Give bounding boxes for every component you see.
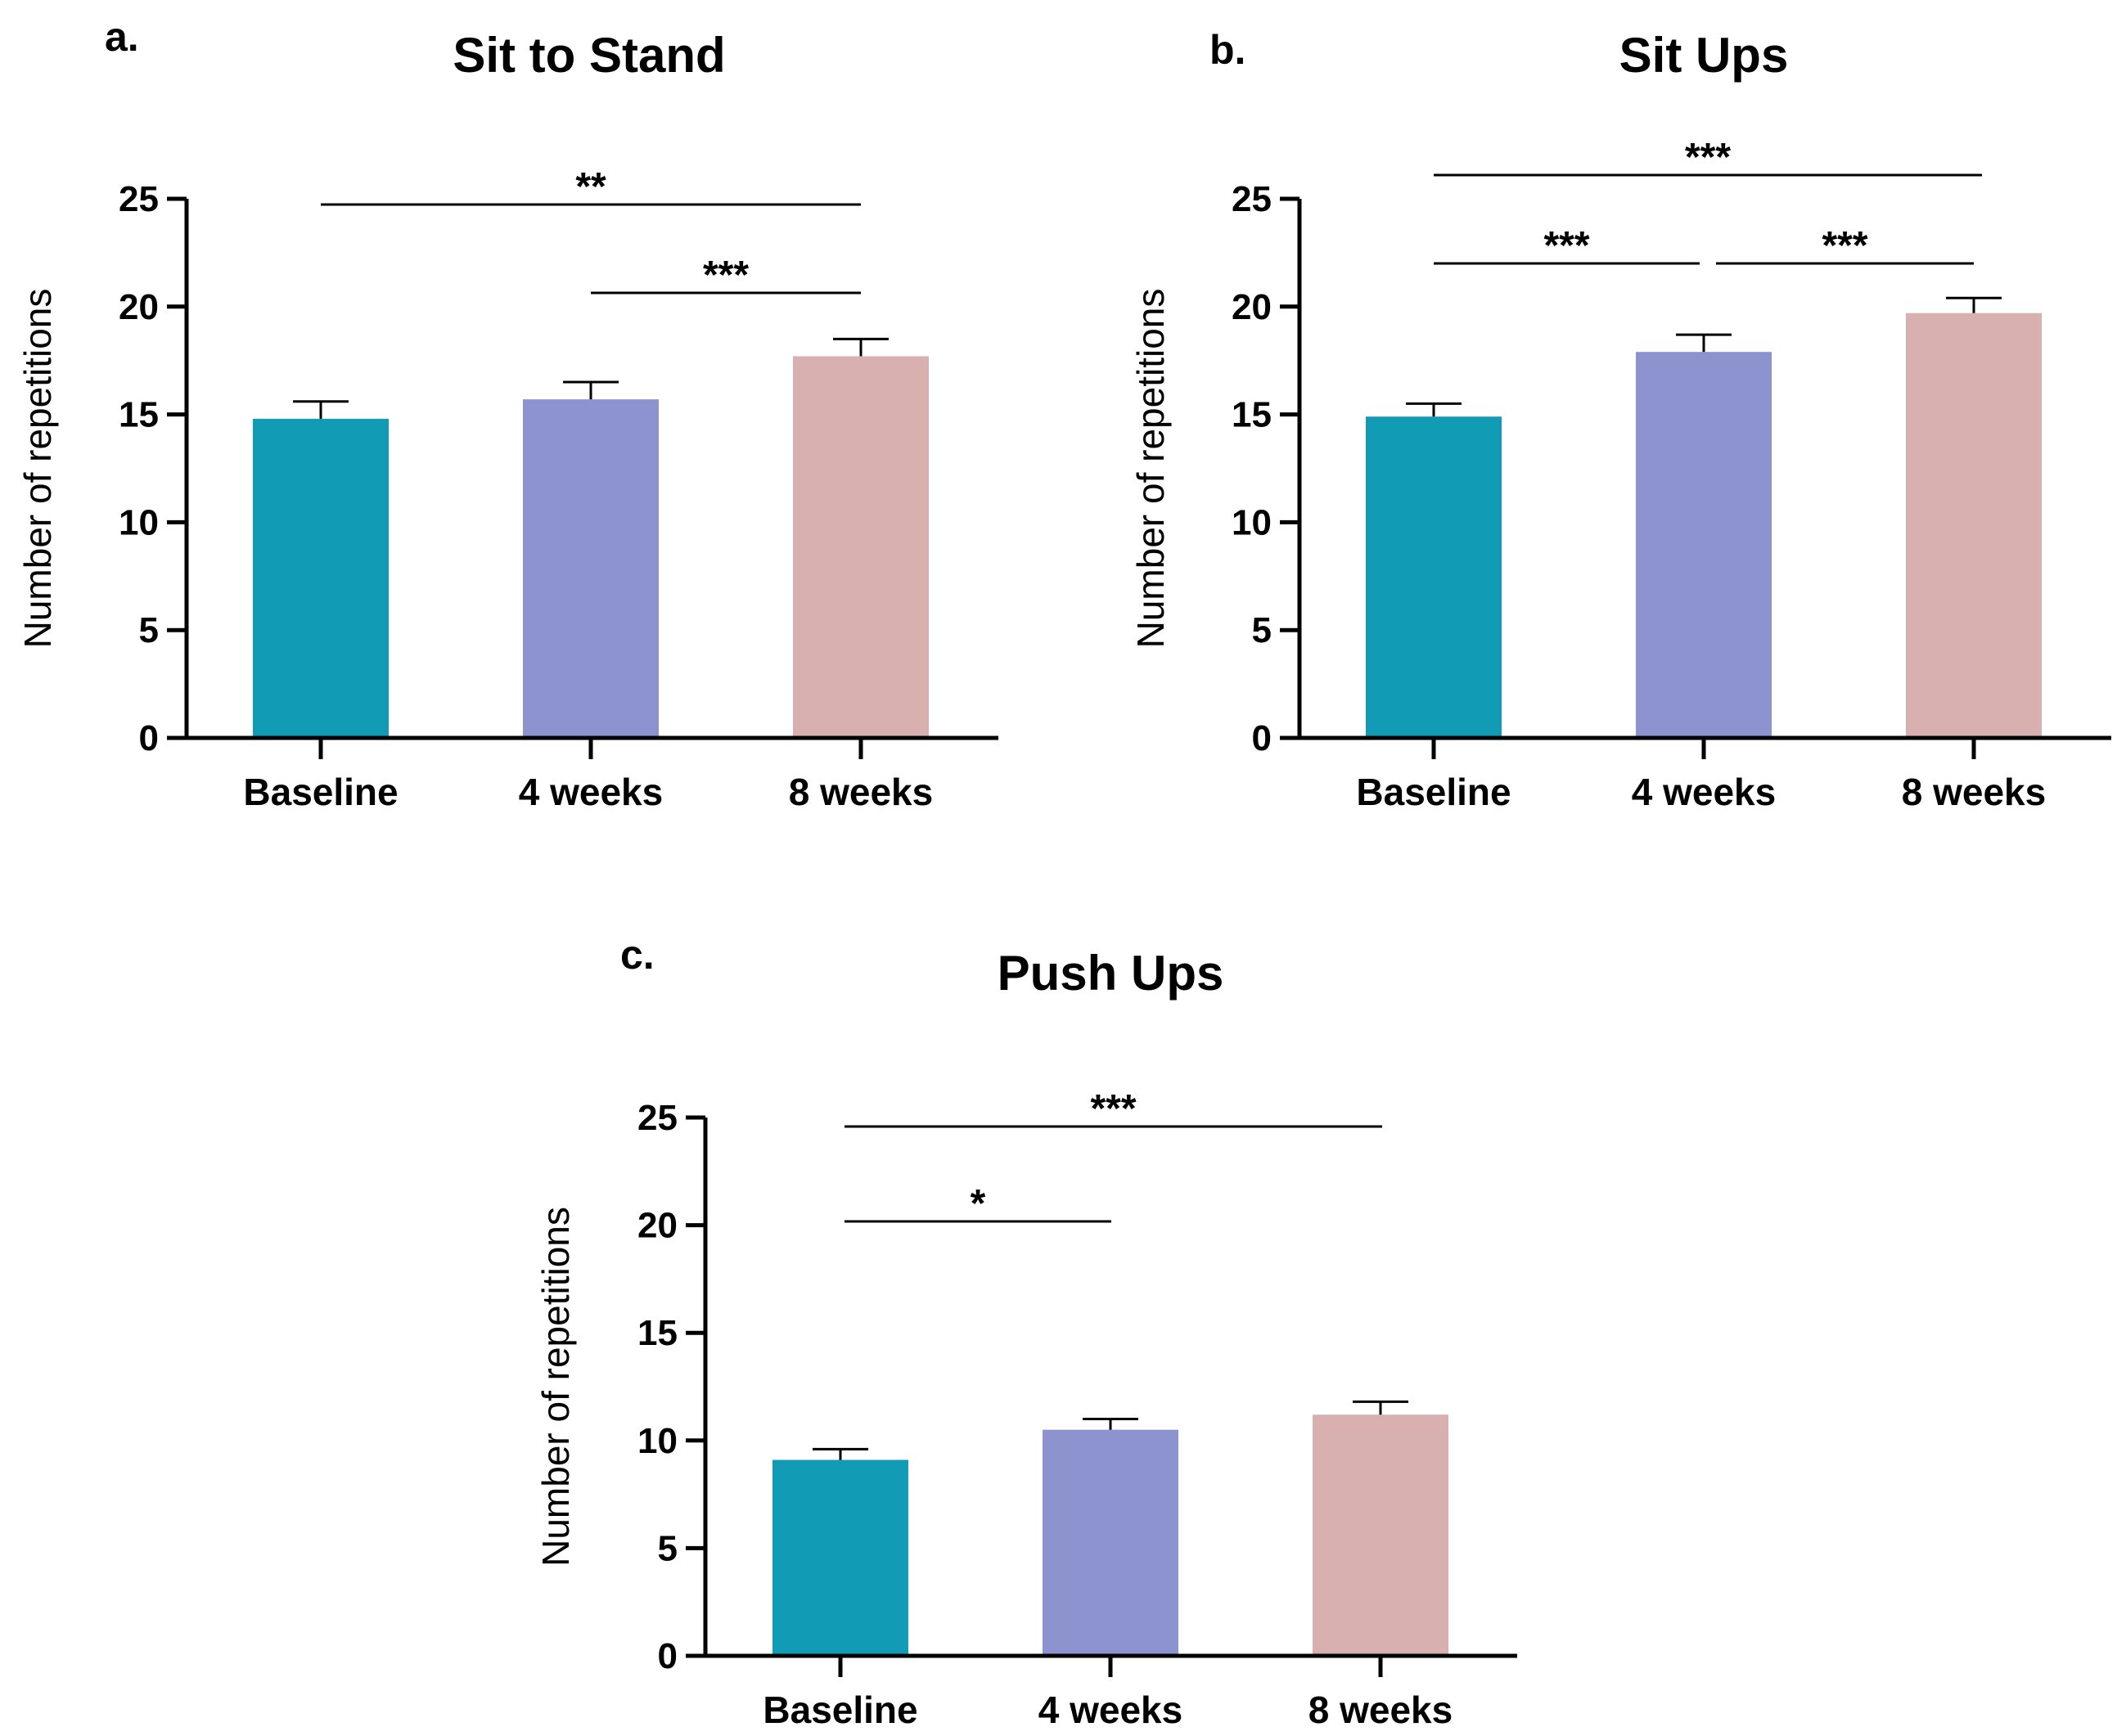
y-tick-label: 25 — [119, 179, 159, 219]
x-tick-label: Baseline — [1356, 771, 1511, 813]
panel-label: b. — [1209, 27, 1245, 73]
significance-label: *** — [1685, 136, 1731, 179]
y-tick-label: 15 — [119, 395, 159, 435]
bar — [1906, 313, 2042, 738]
x-tick-label: 8 weeks — [1308, 1689, 1453, 1731]
y-tick-label: 20 — [1232, 287, 1272, 327]
y-tick-label: 20 — [119, 287, 159, 327]
y-tick-label: 20 — [637, 1206, 678, 1246]
y-tick-label: 0 — [139, 718, 159, 758]
bar — [1366, 416, 1502, 738]
y-tick-label: 25 — [637, 1098, 678, 1138]
y-tick-label: 25 — [1232, 179, 1272, 219]
chart-panel-3: c. Push Ups Number of repetitions 0 5 10 15 20 2… — [534, 932, 1517, 1731]
panel-label: a. — [105, 14, 139, 60]
y-tick-label: 0 — [1252, 718, 1272, 758]
chart-panel-2: b. Sit Ups Number of repetitions 0 5 10 15 20 25… — [1129, 27, 2111, 813]
y-tick-label: 15 — [637, 1313, 678, 1353]
x-tick-label: 8 weeks — [789, 771, 933, 813]
x-tick-label: 4 weeks — [519, 771, 663, 813]
significance-label: *** — [1822, 224, 1867, 268]
y-tick-label: 15 — [1232, 395, 1272, 435]
y-tick-label: 5 — [139, 610, 159, 650]
bar — [793, 356, 929, 738]
y-tick-label: 5 — [1252, 610, 1272, 650]
chart-title: Sit to Stand — [453, 28, 725, 83]
panel-label: c. — [620, 932, 655, 978]
bar — [1313, 1414, 1448, 1656]
significance-label: *** — [1090, 1087, 1136, 1131]
significance-label: ** — [575, 165, 606, 209]
bar — [772, 1459, 908, 1656]
significance-label: *** — [703, 254, 749, 297]
x-tick-label: 4 weeks — [1038, 1689, 1182, 1731]
x-tick-label: 8 weeks — [1902, 771, 2046, 813]
x-tick-label: 4 weeks — [1632, 771, 1776, 813]
y-axis-label: Number of repetitions — [1129, 289, 1172, 649]
chart-title: Sit Ups — [1619, 28, 1789, 83]
y-axis-label: Number of repetitions — [16, 289, 59, 649]
significance-label: *** — [1543, 224, 1589, 268]
x-tick-label: Baseline — [243, 771, 398, 813]
bar — [523, 399, 659, 738]
y-tick-label: 0 — [658, 1636, 678, 1676]
significance-label: * — [971, 1182, 986, 1226]
y-axis-label: Number of repetitions — [534, 1207, 577, 1567]
bar — [1043, 1429, 1178, 1656]
y-tick-label: 10 — [637, 1421, 678, 1461]
chart-title: Push Ups — [998, 946, 1224, 1001]
y-tick-label: 5 — [658, 1528, 678, 1568]
y-tick-label: 10 — [119, 502, 159, 542]
x-tick-label: Baseline — [763, 1689, 917, 1731]
chart-panel-1: a. Sit to Stand Number of repetitions 0 5 10 1… — [16, 14, 998, 813]
bar — [253, 418, 389, 738]
y-tick-label: 10 — [1232, 502, 1272, 542]
bar — [1636, 352, 1772, 738]
